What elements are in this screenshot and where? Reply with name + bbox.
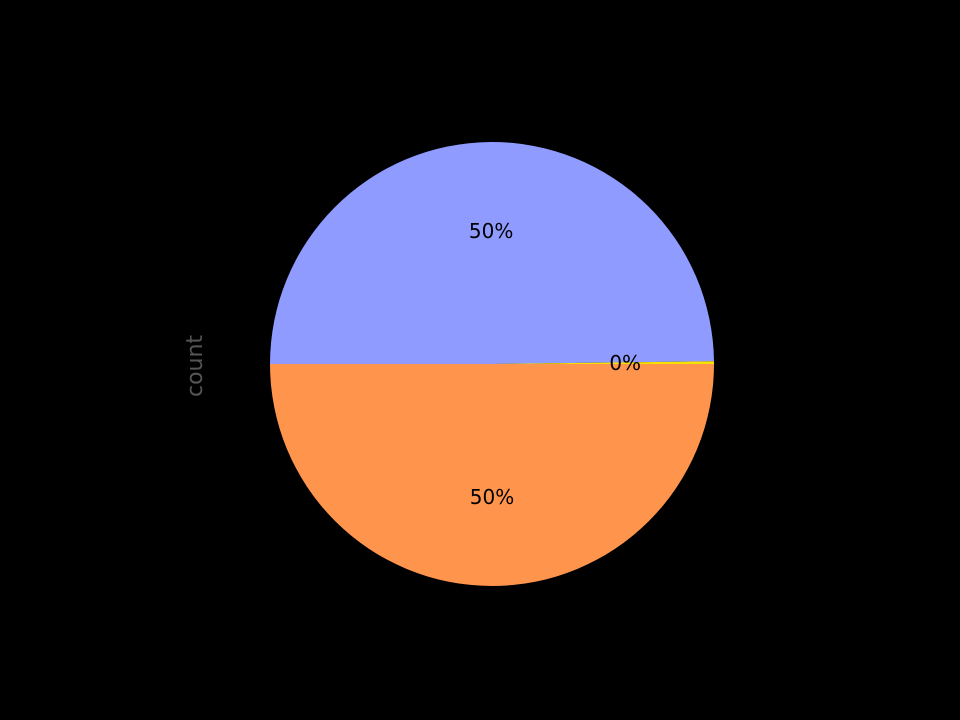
pie-slice-0 [270,141,714,364]
y-axis-label: count [183,335,208,397]
pie-slices [270,141,714,586]
pie-slice-label-0: 50% [469,219,513,243]
pie-labels: 50% 0% 50% [469,219,641,509]
pie-slice-label-2: 50% [470,485,514,509]
pie-slice-2 [270,364,714,586]
pie-slice-1 [492,361,714,364]
pie-slice-label-1: 0% [609,351,641,375]
